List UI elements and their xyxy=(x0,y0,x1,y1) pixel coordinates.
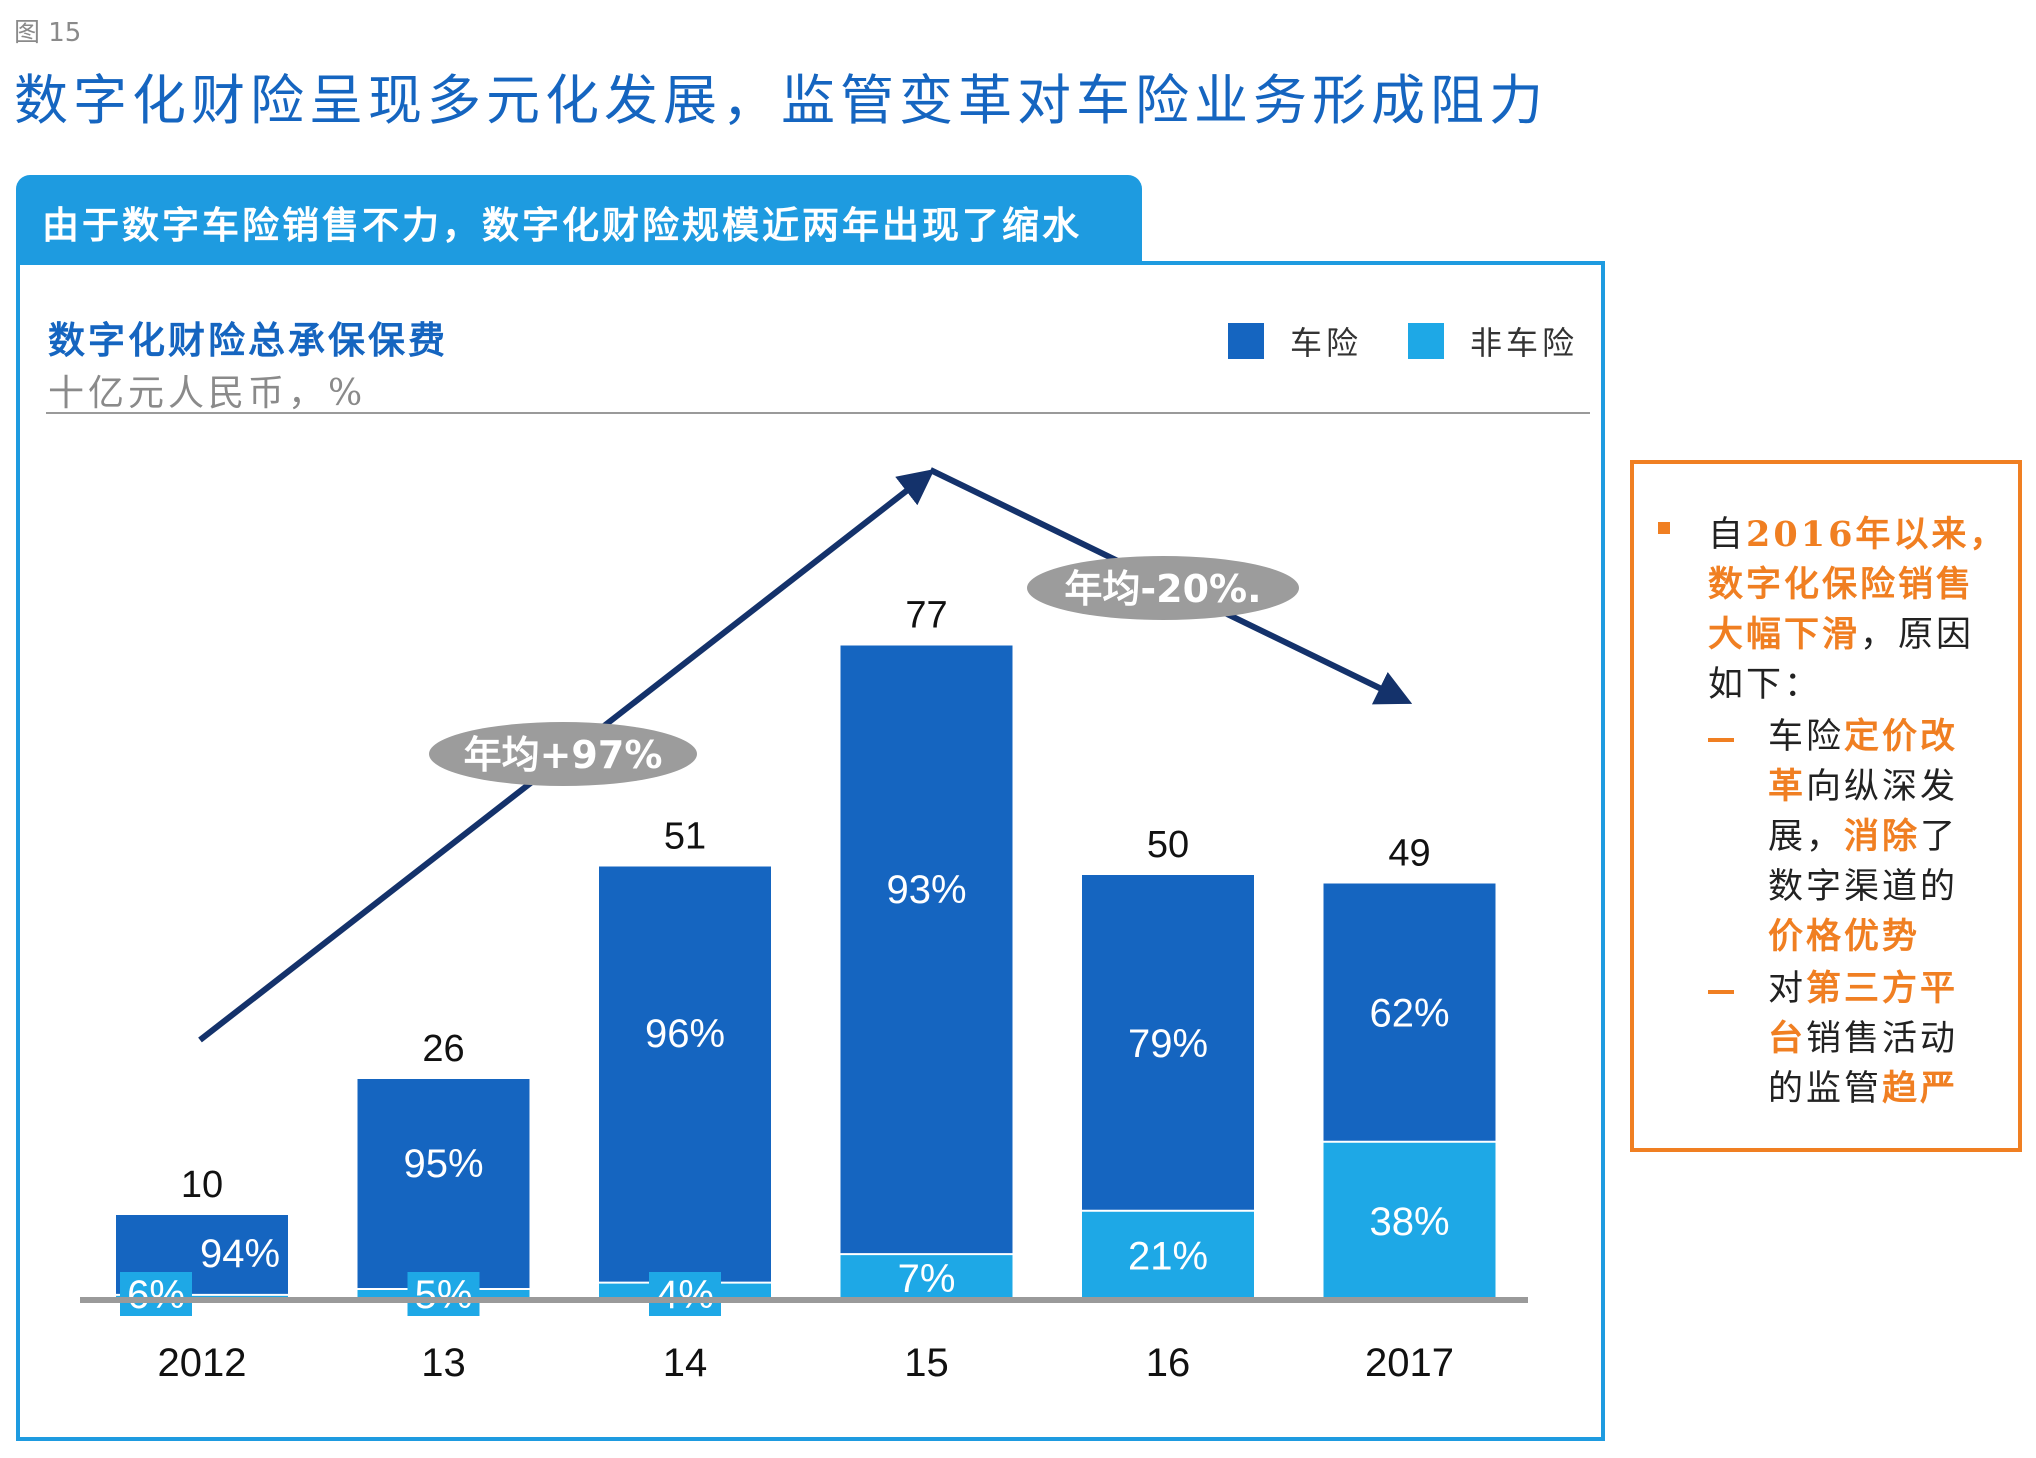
sub2-dash-icon xyxy=(1708,990,1734,994)
annotation-label-1: 年均-20%. xyxy=(1064,567,1261,611)
share-label-non-auto-14: 4% xyxy=(656,1273,714,1317)
share-label-auto-13: 95% xyxy=(403,1142,483,1186)
chart-title: 数字化财险总承保保费 xyxy=(48,318,448,362)
sub1-dash-icon xyxy=(1708,738,1734,742)
share-label-non-auto-2012: 6% xyxy=(127,1273,185,1317)
note-line-2: 数字化保险销售 xyxy=(1708,564,1975,605)
note-line-4: 如下： xyxy=(1708,665,1823,705)
annotation-bubble-1 xyxy=(1027,556,1299,620)
share-label-auto-16: 79% xyxy=(1128,1022,1208,1066)
share-box-non-auto-14 xyxy=(649,1272,721,1316)
total-label-2012: 10 xyxy=(181,1164,223,1206)
sub2-line-2: 台销售活动 xyxy=(1768,1018,1959,1059)
figure-label: 图 15 xyxy=(14,18,82,48)
legend-label-non-auto: 非车险 xyxy=(1470,324,1579,362)
note-line-1: 自2016年以来， xyxy=(1708,514,2008,555)
share-label-auto-15: 93% xyxy=(886,868,966,912)
total-label-13: 26 xyxy=(422,1028,464,1070)
banner-text: 由于数字车险销售不力，数字化财险规模近两年出现了缩水 xyxy=(42,203,1082,247)
legend-swatch-non-auto xyxy=(1408,323,1444,359)
x-tick-label-14: 14 xyxy=(663,1341,708,1385)
legend-item-auto: 车险 xyxy=(1228,322,1362,362)
annotation-bubble-0 xyxy=(429,722,697,786)
total-label-15: 77 xyxy=(905,595,947,637)
sub1-line-3: 展，消除了 xyxy=(1768,816,1959,857)
annotation-label-0: 年均+97% xyxy=(464,733,663,777)
bar-non-auto-15 xyxy=(840,1254,1013,1300)
x-tick-label-2012: 2012 xyxy=(158,1341,247,1385)
share-label-auto-14: 96% xyxy=(645,1012,725,1056)
x-tick-label-13: 13 xyxy=(421,1341,466,1385)
share-label-non-auto-15: 7% xyxy=(898,1257,956,1301)
legend-swatch-auto xyxy=(1228,323,1264,359)
share-box-non-auto-13 xyxy=(407,1272,480,1316)
share-label-non-auto-13: 5% xyxy=(415,1273,473,1317)
sub1-line-4: 数字渠道的 xyxy=(1768,867,1959,907)
bar-auto-15 xyxy=(840,645,1013,1255)
share-label-non-auto-16: 21% xyxy=(1128,1234,1208,1278)
sub1-line-2: 革向纵深发 xyxy=(1768,766,1959,807)
share-label-non-auto-2017: 38% xyxy=(1369,1200,1449,1244)
sub2-line-1: 对第三方平 xyxy=(1768,968,1959,1009)
sub2-line-3: 的监管趋严 xyxy=(1768,1068,1959,1109)
x-tick-label-15: 15 xyxy=(904,1341,949,1385)
sub1-line-5: 价格优势 xyxy=(1768,916,1921,957)
bar-non-auto-2017 xyxy=(1323,1141,1496,1300)
x-tick-label-16: 16 xyxy=(1146,1341,1191,1385)
note-line-3: 大幅下滑，原因 xyxy=(1708,614,1975,655)
bar-auto-2017 xyxy=(1323,883,1496,1142)
sub1-line-1: 车险定价改 xyxy=(1768,716,1959,757)
total-label-14: 51 xyxy=(664,816,706,858)
share-label-auto-2017: 62% xyxy=(1369,992,1449,1036)
x-tick-label-2017: 2017 xyxy=(1365,1341,1454,1385)
total-label-16: 50 xyxy=(1147,824,1189,866)
share-box-non-auto-2012 xyxy=(120,1272,192,1316)
total-label-2017: 49 xyxy=(1388,833,1430,875)
note-box xyxy=(1630,460,2022,1152)
page-title: 数字化财险呈现多元化发展，监管变革对车险业务形成阻力 xyxy=(14,69,1548,132)
bar-auto-13 xyxy=(357,1079,530,1289)
legend-item-non-auto: 非车险 xyxy=(1408,322,1578,362)
legend-label-auto: 车险 xyxy=(1290,324,1363,362)
share-label-auto-2012: 94% xyxy=(200,1232,280,1276)
chart-unit: 十亿元人民币，% xyxy=(48,373,367,414)
note-bullet-icon xyxy=(1658,522,1670,534)
bar-auto-16 xyxy=(1082,875,1254,1211)
section-banner: 由于数字车险销售不力，数字化财险规模近两年出现了缩水 xyxy=(16,175,1142,261)
bar-auto-14 xyxy=(599,866,771,1283)
bar-non-auto-16 xyxy=(1082,1210,1254,1300)
